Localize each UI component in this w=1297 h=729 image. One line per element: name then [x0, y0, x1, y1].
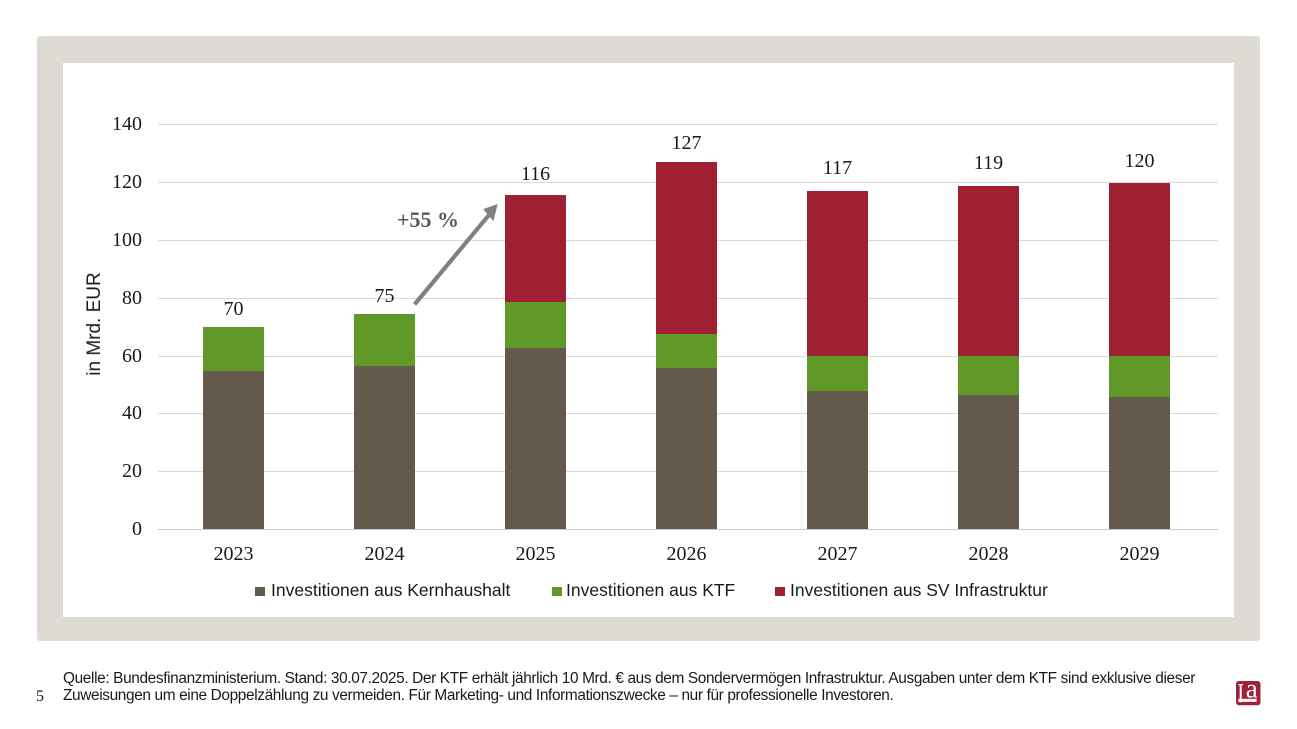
svg-text:a: a — [1246, 681, 1258, 703]
